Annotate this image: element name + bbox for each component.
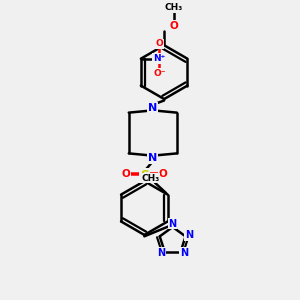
Text: N: N: [157, 248, 165, 258]
Text: O: O: [122, 169, 130, 179]
Text: N⁺: N⁺: [153, 54, 165, 63]
Text: O: O: [155, 40, 163, 49]
Text: O⁻: O⁻: [153, 69, 166, 78]
Text: O: O: [170, 21, 178, 31]
Text: N: N: [148, 103, 158, 112]
Text: O: O: [158, 169, 167, 179]
Text: N: N: [185, 230, 193, 240]
Text: N: N: [148, 154, 158, 164]
Text: N: N: [169, 219, 177, 229]
Text: S: S: [140, 169, 149, 182]
Text: N: N: [180, 248, 188, 258]
Text: CH₃: CH₃: [165, 3, 183, 12]
Text: CH₃: CH₃: [142, 174, 160, 183]
